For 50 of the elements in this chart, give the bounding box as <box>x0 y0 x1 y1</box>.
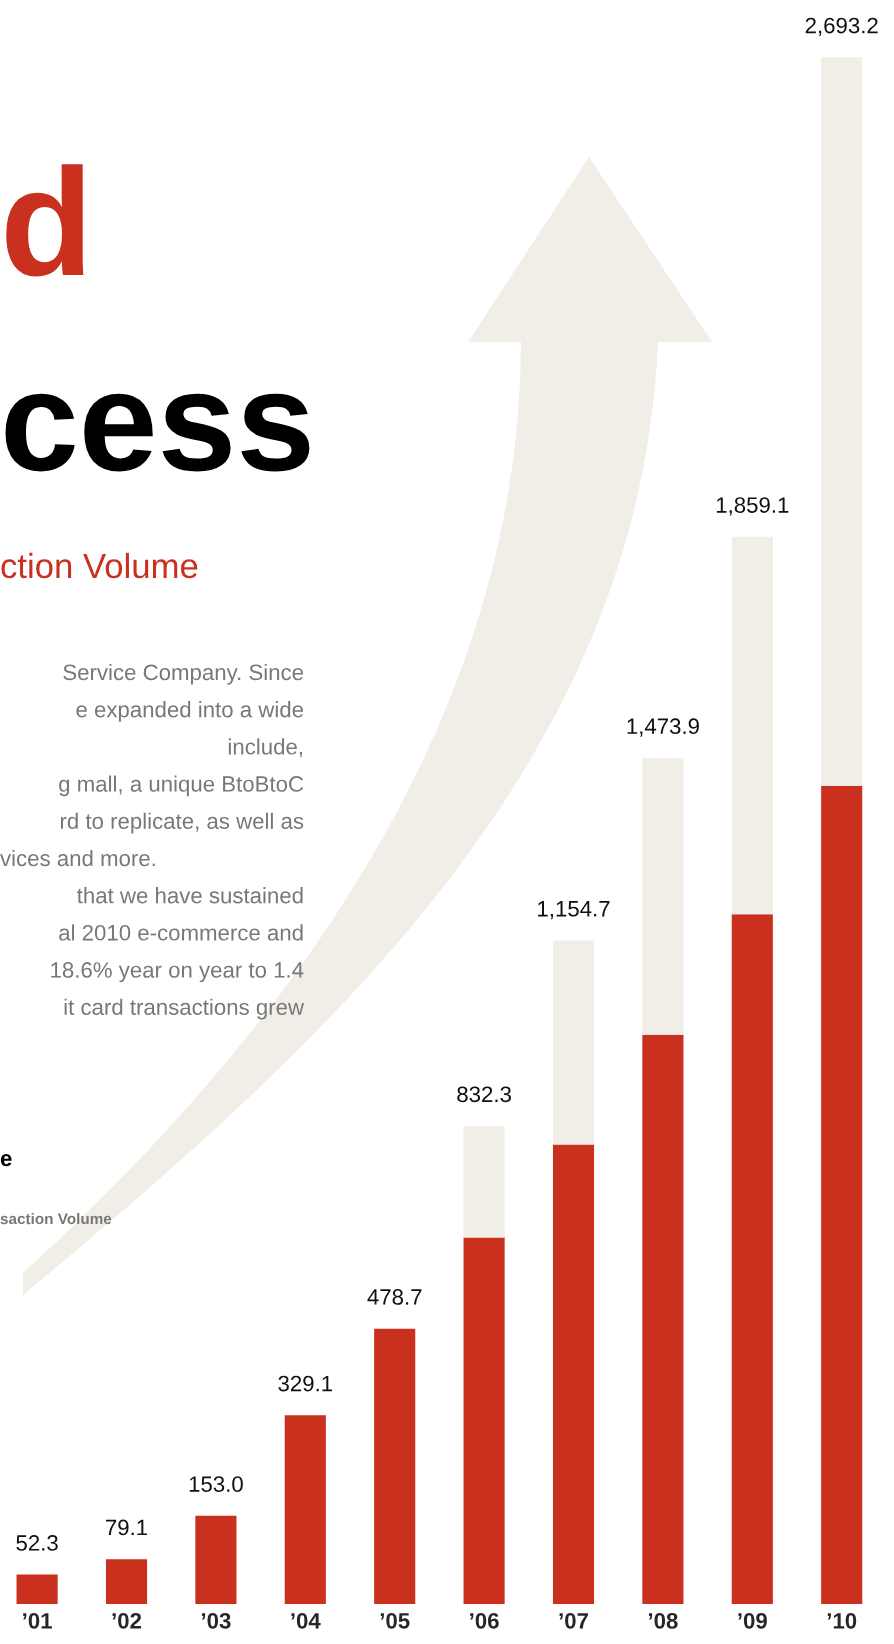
bar <box>463 1126 505 1238</box>
x-tick-label: ’01 <box>23 1612 52 1629</box>
annotation: it card transactions grew <box>64 998 305 1020</box>
bar <box>642 1034 684 1604</box>
annotation: 79.1 <box>106 1519 148 1536</box>
annotation: include, <box>228 738 303 758</box>
x-tick-label: ’03 <box>201 1612 231 1629</box>
bar <box>195 1515 237 1604</box>
annotation: 478.7 <box>367 1289 422 1305</box>
bar <box>105 1559 148 1604</box>
x-tick-label: ’08 <box>648 1612 678 1629</box>
bar <box>731 914 773 1604</box>
annotation: 52.3 <box>16 1535 58 1551</box>
bar <box>642 757 684 1035</box>
annotation: that we have sustained <box>77 887 303 904</box>
x-tick-label: ’10 <box>827 1612 857 1629</box>
x-tick-label: ’05 <box>380 1612 410 1629</box>
bar <box>463 1237 505 1604</box>
bar <box>16 1574 58 1604</box>
x-tick-label: ’04 <box>291 1612 321 1629</box>
annotation: 1,859.1 <box>716 497 789 516</box>
annotation: 329.1 <box>278 1375 333 1392</box>
x-tick-label: ’09 <box>738 1612 767 1629</box>
annotation: 1,154.7 <box>538 901 610 920</box>
annotation: cess <box>5 393 310 472</box>
annotation: e <box>0 1154 12 1167</box>
x-tick-label: ’07 <box>559 1612 588 1629</box>
bar <box>374 1328 416 1604</box>
bar <box>552 1144 595 1604</box>
bar <box>284 1415 326 1604</box>
annotation: Service Company. Since <box>63 663 304 685</box>
annotation: 832.3 <box>457 1086 511 1103</box>
bar <box>821 57 863 786</box>
x-tick-label: ’02 <box>112 1612 142 1629</box>
annotation: vices and more. <box>0 849 155 867</box>
annotation: al 2010 e-commerce and <box>59 924 303 941</box>
annotation: 153.0 <box>189 1476 243 1492</box>
annotation: g mall, a unique BtoBtoC <box>59 775 304 797</box>
annotation: 2,693.2 <box>805 17 878 37</box>
bar <box>821 785 863 1604</box>
annotation: saction Volume <box>0 1212 112 1225</box>
bar <box>731 536 773 915</box>
annotation: ction Volume <box>1 552 198 579</box>
x-tick-label: ’06 <box>470 1612 499 1629</box>
bar <box>552 940 595 1145</box>
annotation: rd to replicate, as well as <box>60 812 304 834</box>
annotation: 1,473.9 <box>627 718 699 737</box>
annotation: 18.6% year on year to 1.4 <box>51 962 304 983</box>
annotation: e expanded into a wide <box>76 701 304 722</box>
annotation: d <box>6 164 84 277</box>
